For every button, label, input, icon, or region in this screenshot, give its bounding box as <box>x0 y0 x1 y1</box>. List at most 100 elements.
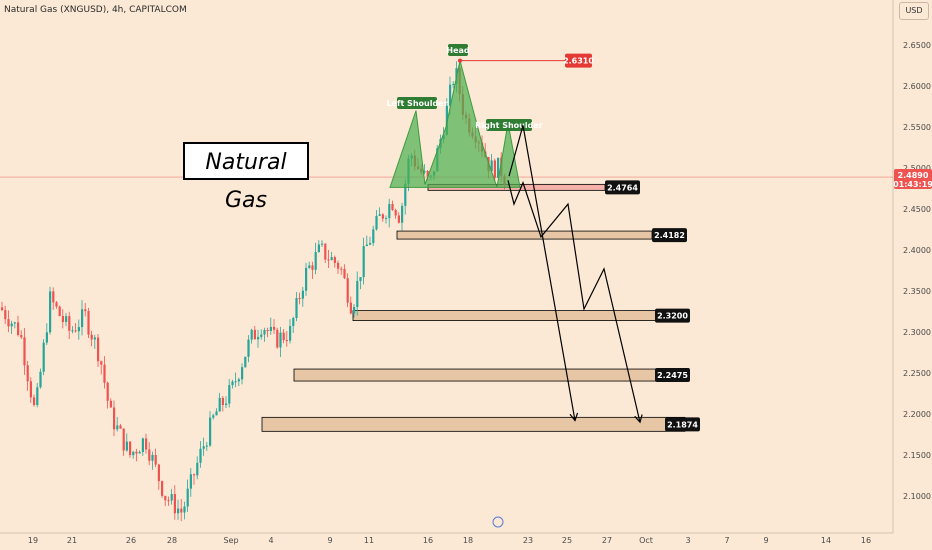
current-price-badge <box>894 169 932 190</box>
candle-body <box>385 218 388 220</box>
price-tick-label: 2.5500 <box>903 123 931 132</box>
candle-body <box>151 454 154 461</box>
pattern-shape <box>389 60 521 188</box>
candle-body <box>1 307 4 311</box>
candles <box>1 61 506 522</box>
pattern-label: Head <box>446 46 470 55</box>
candle-body <box>183 506 186 513</box>
candle-body <box>33 397 36 406</box>
candle-body <box>87 311 90 335</box>
candle-body <box>298 298 301 300</box>
pattern-label-badge <box>448 44 468 56</box>
time-tick-label: Oct <box>639 536 653 545</box>
candle-body <box>122 428 125 451</box>
candle-body <box>244 356 247 368</box>
price-tick-label: 2.3500 <box>903 287 931 296</box>
candle-body <box>250 329 253 340</box>
candle-body <box>17 322 20 335</box>
candle-body <box>295 298 298 319</box>
candle-body <box>215 411 218 416</box>
support-level-label: 2.1874 <box>667 420 698 429</box>
price-tick-label: 2.6500 <box>903 41 931 50</box>
currency-button[interactable]: USD <box>899 2 929 20</box>
candle-body <box>353 307 356 314</box>
chart-title: Natural Gas <box>183 142 309 213</box>
support-zone <box>261 416 686 432</box>
time-axis: 19 21 26 28 Sep 4 9 11 16 18 23 25 27 Oct 3 7 9 14 16 <box>28 516 871 545</box>
candle-body <box>301 290 304 299</box>
candle-body <box>138 451 141 454</box>
candle-body <box>26 365 29 382</box>
candle-body <box>29 381 32 398</box>
candle-body <box>426 171 429 177</box>
candle-body <box>36 387 39 406</box>
time-tick-label: 16 <box>861 536 871 545</box>
time-tick-label: 21 <box>67 536 77 545</box>
time-tick-label: 7 <box>724 536 729 545</box>
time-tick-label: 4 <box>268 536 273 545</box>
candle-body <box>337 262 340 269</box>
support-zone <box>352 310 686 322</box>
candle-body <box>189 474 192 489</box>
support-level-badge <box>652 228 687 243</box>
current-price-label: 2.4890 <box>898 171 929 180</box>
candle-body <box>7 319 10 327</box>
candle-body <box>68 316 71 331</box>
candle-body <box>388 203 391 219</box>
time-tick-label: 27 <box>602 536 612 545</box>
candle-body <box>132 451 135 456</box>
candle-body <box>148 449 151 461</box>
projection-arrows <box>507 125 643 424</box>
support-level-badge <box>655 368 690 383</box>
candle-body <box>452 84 455 86</box>
candle-body <box>103 364 106 383</box>
candle-body <box>394 210 397 216</box>
support-level-badge <box>605 180 640 195</box>
candle-body <box>177 508 180 514</box>
candle-body <box>369 242 372 245</box>
candle-body <box>314 252 317 270</box>
candle-body <box>173 494 176 514</box>
candle-body <box>164 495 167 501</box>
candle-body <box>285 340 288 342</box>
candle-body <box>273 326 276 330</box>
candle-body <box>212 415 215 418</box>
candle-body <box>4 310 7 320</box>
candle-body <box>305 267 308 291</box>
candle-body <box>199 448 202 463</box>
candle-body <box>193 474 196 476</box>
candle-body <box>282 332 285 341</box>
time-tick-label: 9 <box>763 536 768 545</box>
candle-body <box>362 246 365 278</box>
candle-body <box>241 367 244 380</box>
time-tick-label: 3 <box>685 536 690 545</box>
candle-body <box>391 203 394 211</box>
support-level-badge <box>665 417 700 432</box>
time-tick-label: 11 <box>364 536 374 545</box>
candle-body <box>116 425 119 430</box>
time-tick-label: 23 <box>523 536 533 545</box>
support-level-label: 2.4764 <box>607 183 638 192</box>
candle-body <box>167 500 170 502</box>
candle-body <box>42 342 45 372</box>
candle-body <box>289 326 292 341</box>
candle-body <box>125 441 128 451</box>
candle-body <box>119 425 122 429</box>
candle-body <box>145 438 148 450</box>
time-tick-label: 16 <box>423 536 433 545</box>
candle-body <box>45 332 48 343</box>
time-tick-label: 18 <box>463 536 473 545</box>
price-tick-label: 2.2000 <box>903 410 931 419</box>
candle-body <box>154 454 157 465</box>
candle-body <box>186 488 189 507</box>
candle-body <box>365 244 368 247</box>
pattern-label-badge <box>486 119 532 131</box>
candle-body <box>375 215 378 230</box>
candle-body <box>311 265 314 270</box>
candle-body <box>58 306 61 316</box>
time-tick-label: 9 <box>327 536 332 545</box>
candle-body <box>209 417 212 446</box>
time-tick-label: Sep <box>223 536 238 545</box>
